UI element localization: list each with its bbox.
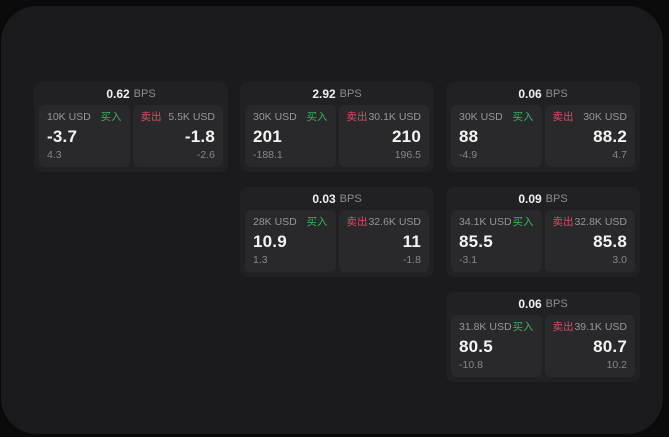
quote-card[interactable]: 0.09 BPS 34.1K USD 买入 85.5 -3.1 卖出 32.8K… <box>446 187 640 277</box>
buy-delta: 4.3 <box>47 149 62 161</box>
sell-delta: 10.2 <box>606 359 627 371</box>
spread-header: 0.03 BPS <box>240 187 434 210</box>
buy-label: 买入 <box>512 321 534 333</box>
sell-price: -1.8 <box>184 127 215 146</box>
buy-delta: -10.8 <box>459 359 483 371</box>
buy-price: -3.7 <box>47 127 78 146</box>
spread-unit: BPS <box>545 297 568 310</box>
spread-value: 0.03 <box>312 191 336 206</box>
buy-panel[interactable]: 31.8K USD 买入 80.5 -10.8 <box>451 315 542 377</box>
buy-price: 80.5 <box>459 337 493 356</box>
sell-size: 30K USD <box>583 111 627 123</box>
sell-delta: -1.8 <box>402 254 421 266</box>
buy-delta: -188.1 <box>253 149 283 161</box>
quote-card[interactable]: 0.03 BPS 28K USD 买入 10.9 1.3 卖出 32.6K US… <box>240 187 434 277</box>
sell-panel[interactable]: 卖出 32.6K USD 11 -1.8 <box>338 210 429 272</box>
sell-label: 卖出 <box>346 216 368 228</box>
sell-panel[interactable]: 卖出 30K USD 88.2 4.7 <box>544 105 635 167</box>
spread-unit: BPS <box>339 87 362 100</box>
buy-size: 28K USD <box>253 216 297 228</box>
buy-delta: 1.3 <box>253 254 268 266</box>
sell-size: 32.6K USD <box>368 216 421 228</box>
sell-delta: 3.0 <box>612 254 627 266</box>
sell-delta: -2.6 <box>196 149 215 161</box>
sell-size: 32.8K USD <box>574 216 627 228</box>
quote-card[interactable]: 0.06 BPS 30K USD 买入 88 -4.9 卖出 30K USD 8… <box>446 82 640 172</box>
spread-value: 0.62 <box>106 86 130 101</box>
buy-price: 201 <box>253 127 282 146</box>
sell-delta: 4.7 <box>612 149 627 161</box>
sell-price: 210 <box>392 127 421 146</box>
spread-value: 0.06 <box>518 86 542 101</box>
sell-size: 30.1K USD <box>368 111 421 123</box>
spread-value: 0.06 <box>518 296 542 311</box>
spread-unit: BPS <box>545 192 568 205</box>
buy-panel[interactable]: 34.1K USD 买入 85.5 -3.1 <box>451 210 542 272</box>
buy-panel[interactable]: 28K USD 买入 10.9 1.3 <box>245 210 336 272</box>
quote-card-grid: 0.62 BPS 10K USD 买入 -3.7 4.3 卖出 5.5K USD… <box>34 82 640 382</box>
buy-size: 30K USD <box>253 111 297 123</box>
sell-price: 80.7 <box>593 337 627 356</box>
buy-price: 85.5 <box>459 232 493 251</box>
card-body: 10K USD 买入 -3.7 4.3 卖出 5.5K USD -1.8 -2.… <box>34 105 228 172</box>
spread-value: 2.92 <box>312 86 336 101</box>
buy-label: 买入 <box>512 111 534 123</box>
spread-header: 0.06 BPS <box>446 292 640 315</box>
buy-delta: -4.9 <box>459 149 478 161</box>
sell-panel[interactable]: 卖出 39.1K USD 80.7 10.2 <box>544 315 635 377</box>
sell-panel[interactable]: 卖出 5.5K USD -1.8 -2.6 <box>132 105 223 167</box>
sell-label: 卖出 <box>552 111 574 123</box>
spread-unit: BPS <box>339 192 362 205</box>
buy-label: 买入 <box>512 216 534 228</box>
buy-price: 88 <box>459 127 479 146</box>
spread-header: 0.62 BPS <box>34 82 228 105</box>
sell-label: 卖出 <box>140 111 162 123</box>
buy-size: 30K USD <box>459 111 503 123</box>
buy-panel[interactable]: 30K USD 买入 88 -4.9 <box>451 105 542 167</box>
sell-label: 卖出 <box>552 216 574 228</box>
sell-size: 5.5K USD <box>168 111 215 123</box>
sell-price: 11 <box>402 232 421 251</box>
sell-size: 39.1K USD <box>574 321 627 333</box>
buy-size: 34.1K USD <box>459 216 512 228</box>
spread-header: 0.09 BPS <box>446 187 640 210</box>
sell-panel[interactable]: 卖出 32.8K USD 85.8 3.0 <box>544 210 635 272</box>
spread-value: 0.09 <box>518 191 542 206</box>
sell-label: 卖出 <box>346 111 368 123</box>
buy-label: 买入 <box>100 111 122 123</box>
quote-card[interactable]: 2.92 BPS 30K USD 买入 201 -188.1 卖出 30.1K … <box>240 82 434 172</box>
buy-panel[interactable]: 10K USD 买入 -3.7 4.3 <box>39 105 130 167</box>
sell-delta: 196.5 <box>394 149 421 161</box>
sell-panel[interactable]: 卖出 30.1K USD 210 196.5 <box>338 105 429 167</box>
sell-price: 88.2 <box>593 127 627 146</box>
buy-size: 10K USD <box>47 111 91 123</box>
card-body: 31.8K USD 买入 80.5 -10.8 卖出 39.1K USD 80.… <box>446 315 640 382</box>
buy-label: 买入 <box>306 216 328 228</box>
sell-price: 85.8 <box>593 232 627 251</box>
card-body: 30K USD 买入 88 -4.9 卖出 30K USD 88.2 4.7 <box>446 105 640 172</box>
spread-header: 0.06 BPS <box>446 82 640 105</box>
card-body: 28K USD 买入 10.9 1.3 卖出 32.6K USD 11 -1.8 <box>240 210 434 277</box>
quote-card[interactable]: 0.62 BPS 10K USD 买入 -3.7 4.3 卖出 5.5K USD… <box>34 82 228 172</box>
spread-unit: BPS <box>545 87 568 100</box>
buy-price: 10.9 <box>253 232 287 251</box>
spread-unit: BPS <box>133 87 156 100</box>
spread-header: 2.92 BPS <box>240 82 434 105</box>
card-body: 34.1K USD 买入 85.5 -3.1 卖出 32.8K USD 85.8… <box>446 210 640 277</box>
card-body: 30K USD 买入 201 -188.1 卖出 30.1K USD 210 1… <box>240 105 434 172</box>
buy-size: 31.8K USD <box>459 321 512 333</box>
buy-label: 买入 <box>306 111 328 123</box>
quote-card[interactable]: 0.06 BPS 31.8K USD 买入 80.5 -10.8 卖出 39.1… <box>446 292 640 382</box>
buy-panel[interactable]: 30K USD 买入 201 -188.1 <box>245 105 336 167</box>
sell-label: 卖出 <box>552 321 574 333</box>
buy-delta: -3.1 <box>459 254 478 266</box>
